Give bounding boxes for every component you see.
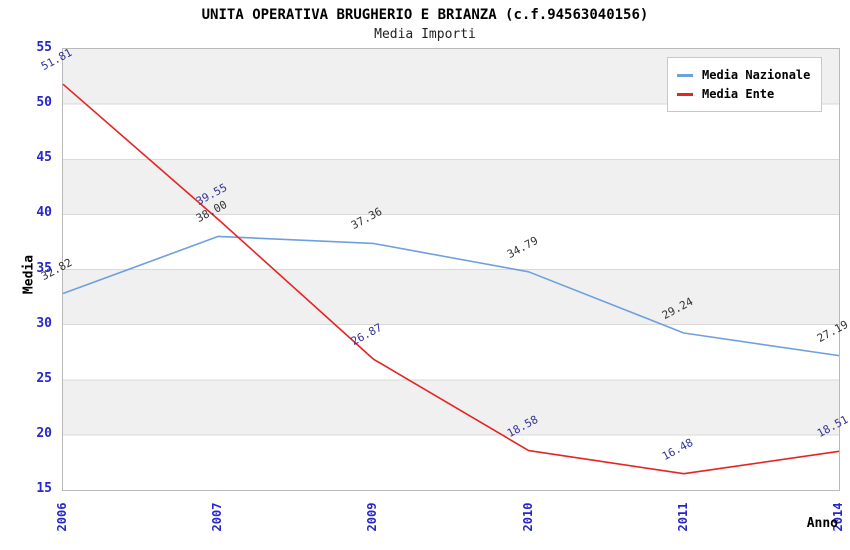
- legend: Media Nazionale Media Ente: [667, 57, 823, 112]
- series-line-media-nazionale: [62, 235, 840, 357]
- legend-item-label: Media Ente: [702, 87, 775, 101]
- series-line-media-ente: [62, 83, 840, 475]
- line-swatch-icon: [677, 92, 693, 96]
- y-tick-label: 55: [36, 40, 52, 55]
- chart-title: UNITA OPERATIVA BRUGHERIO E BRIANZA (c.f…: [201, 7, 649, 23]
- y-axis-title: Media: [21, 254, 37, 295]
- y-tick-label: 40: [36, 205, 52, 221]
- legend-item-label: Media Nazionale: [702, 68, 811, 82]
- x-tick-label: 2011: [675, 502, 690, 532]
- y-tick-label: 50: [36, 95, 52, 111]
- x-tick-label: 2010: [520, 502, 535, 532]
- plot-canvas: [62, 83, 840, 475]
- y-tick-label: 45: [36, 150, 52, 166]
- y-tick-label: 20: [36, 425, 52, 441]
- plot-area: 32.82 38.00 37.36 34.79 29.24 27.19 51.81 39.55…: [39, 46, 850, 491]
- x-tick-label: 2007: [210, 502, 225, 532]
- y-tick-label: 25: [36, 370, 52, 386]
- y-tick-label: 15: [36, 481, 52, 496]
- y-tick-label: 30: [36, 315, 52, 331]
- line-swatch-icon: [677, 73, 693, 77]
- x-axis-title: Anno: [806, 516, 838, 531]
- y-tick-label: 35: [36, 260, 52, 276]
- chart-subtitle: Media Importi: [374, 27, 476, 42]
- x-tick-label: 2009: [365, 502, 380, 532]
- legend-item-media-nazionale: Media Nazionale: [677, 67, 810, 83]
- legend-item-media-ente: Media Ente: [677, 86, 810, 102]
- x-tick-label: 2006: [55, 502, 69, 532]
